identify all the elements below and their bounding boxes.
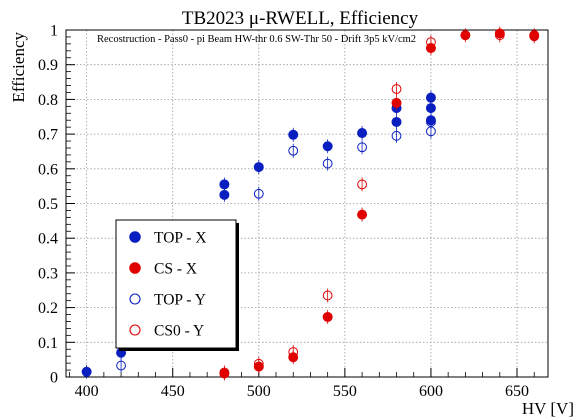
data-point-top-x bbox=[81, 366, 92, 377]
legend-marker bbox=[129, 324, 141, 336]
chart-subtitle: Recostruction - Pass0 - pi Beam HW-thr 0… bbox=[97, 34, 416, 45]
data-point-top-y bbox=[391, 130, 402, 141]
y-tick-label: 0.5 bbox=[38, 196, 58, 213]
y-tick-label: 0.8 bbox=[38, 92, 58, 109]
chart-title: TB2023 μ-RWELL, Efficiency bbox=[182, 8, 419, 29]
x-tick-label: 500 bbox=[247, 383, 271, 400]
data-point-top-x bbox=[253, 162, 264, 173]
data-point-top-x bbox=[425, 92, 436, 103]
data-point-cs0-y bbox=[219, 367, 230, 378]
y-tick-label: 0.3 bbox=[38, 265, 58, 282]
data-point-top-y bbox=[322, 158, 333, 169]
legend-marker bbox=[129, 293, 141, 305]
data-point-cs0-y bbox=[391, 84, 402, 94]
y-tick-label: 0.2 bbox=[38, 300, 58, 317]
data-point-cs0-y bbox=[322, 290, 333, 301]
x-tick-label: 450 bbox=[161, 383, 185, 400]
legend-label: TOP - X bbox=[154, 230, 207, 247]
y-tick-label: 0 bbox=[50, 370, 58, 387]
data-point-cs-x bbox=[357, 209, 368, 220]
y-tick-label: 1 bbox=[50, 23, 58, 40]
data-point-cs-x bbox=[322, 311, 333, 322]
legend-label: CS - X bbox=[154, 261, 197, 278]
data-point-top-x bbox=[357, 128, 368, 139]
axes: 400 450 500 550 600 650 0 0.1 0.2 0.3 0.4 0.5 0.6 0.7… bbox=[38, 23, 535, 400]
data-point-cs0-y bbox=[288, 347, 299, 357]
legend-marker bbox=[129, 231, 141, 243]
data-point-top-y bbox=[357, 142, 367, 153]
data-point-top-y bbox=[288, 145, 299, 156]
data-point-top-y bbox=[116, 360, 126, 371]
data-point-cs0-y bbox=[426, 37, 436, 48]
y-tick-label: 0.6 bbox=[38, 161, 58, 178]
data-point-cs-x bbox=[460, 30, 471, 41]
legend-label: CS0 - Y bbox=[154, 323, 204, 340]
x-tick-label: 600 bbox=[419, 383, 443, 400]
y-tick-label: 0.7 bbox=[38, 127, 58, 144]
legend-marker bbox=[129, 262, 141, 274]
legend: TOP - X CS - X TOP - Y CS0 - Y bbox=[115, 219, 239, 351]
data-point-cs0-y bbox=[357, 179, 367, 190]
data-point-top-x bbox=[391, 116, 402, 127]
series-cs0-y bbox=[219, 28, 540, 380]
data-point-top-x bbox=[219, 189, 230, 200]
data-point-top-x bbox=[288, 129, 299, 140]
y-tick-label: 0.1 bbox=[38, 335, 58, 352]
data-point-top-y bbox=[426, 117, 436, 127]
data-point-top-y bbox=[253, 188, 264, 199]
x-tick-label: 550 bbox=[333, 383, 357, 400]
legend-label: TOP - Y bbox=[154, 292, 206, 309]
data-point-cs-x bbox=[391, 97, 402, 108]
data-point-cs0-y bbox=[494, 30, 505, 41]
data-point-cs0-y bbox=[529, 31, 540, 42]
y-axis-label: Efficiency bbox=[9, 32, 28, 103]
x-tick-label: 400 bbox=[75, 383, 99, 400]
data-point-top-x bbox=[219, 179, 230, 190]
y-tick-label: 0.4 bbox=[38, 231, 58, 248]
data-point-top-x bbox=[322, 141, 333, 152]
x-axis-label: HV [V] bbox=[522, 399, 574, 418]
x-tick-label: 650 bbox=[505, 383, 529, 400]
data-point-cs0-y bbox=[253, 358, 264, 369]
y-tick-label: 0.9 bbox=[38, 57, 58, 74]
data-point-top-x bbox=[425, 103, 436, 114]
